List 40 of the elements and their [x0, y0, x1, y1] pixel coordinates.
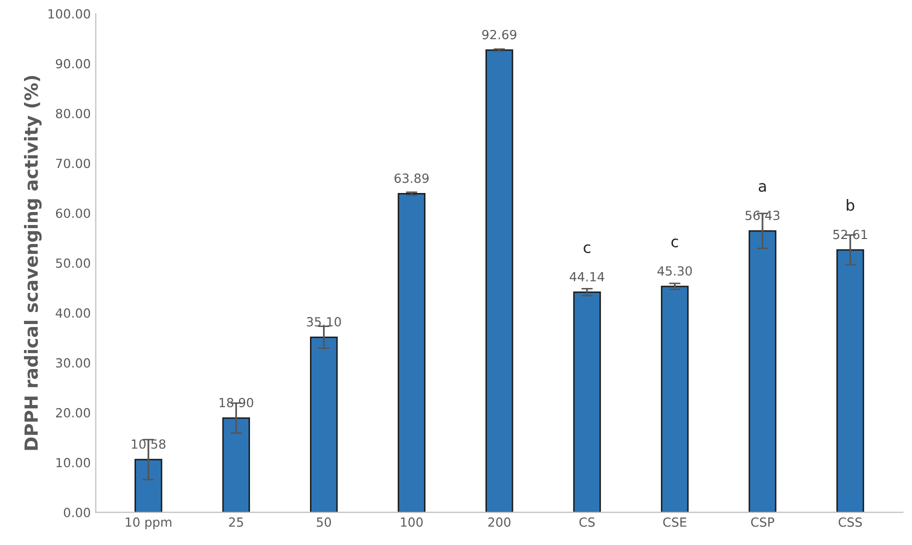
data-label: 45.30	[658, 266, 692, 276]
bar	[134, 458, 162, 512]
data-label: 35.10	[306, 317, 341, 327]
bar	[310, 336, 338, 512]
y-tick-label: 50.00	[56, 258, 90, 268]
data-label: 92.69	[482, 30, 516, 40]
data-label: 63.89	[394, 173, 429, 183]
y-tick-label: 10.00	[56, 458, 90, 468]
data-label: 44.14	[570, 272, 604, 282]
y-axis-title: DPPH radical scavenging activity (%)	[24, 76, 42, 450]
x-tick-label: CSS	[838, 517, 862, 527]
y-tick-label: 40.00	[56, 308, 90, 318]
y-tick-label: 30.00	[56, 358, 90, 368]
annotation: b	[846, 199, 854, 211]
y-tick-label: 60.00	[56, 208, 90, 218]
annotation: c	[584, 244, 590, 254]
y-tick-label: 80.00	[56, 108, 90, 118]
bar	[748, 230, 776, 512]
bar	[573, 291, 601, 512]
bar	[836, 249, 864, 512]
x-tick-label: 200	[488, 517, 510, 527]
x-tick-label: 10 ppm	[126, 517, 172, 530]
y-tick-label: 70.00	[56, 158, 90, 168]
bar	[222, 417, 250, 512]
x-tick-label: 50	[316, 517, 331, 527]
bar	[485, 49, 514, 512]
data-label: 18.90	[220, 398, 254, 408]
y-tick-label: 20.00	[56, 408, 90, 418]
x-tick-label: 100	[401, 517, 423, 527]
bar	[398, 193, 426, 512]
y-tick-label: 0.00	[64, 508, 90, 518]
y-tick-label: 90.00	[56, 58, 90, 68]
x-tick-label: CSP	[751, 517, 774, 527]
x-tick-label: CSE	[663, 517, 686, 527]
x-tick-label: CS	[579, 517, 595, 527]
x-tick-label: 25	[229, 517, 243, 527]
bar	[660, 286, 689, 512]
annotation: c	[671, 238, 678, 248]
y-tick-label: 100.00	[48, 9, 90, 19]
annotation: a	[758, 183, 766, 192]
